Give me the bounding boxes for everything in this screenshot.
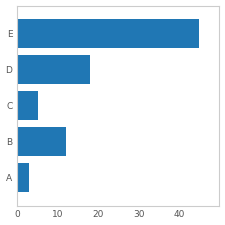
Bar xyxy=(17,127,66,156)
Bar xyxy=(17,55,90,84)
Bar xyxy=(17,163,29,192)
Bar xyxy=(17,91,38,120)
Bar xyxy=(17,19,199,48)
